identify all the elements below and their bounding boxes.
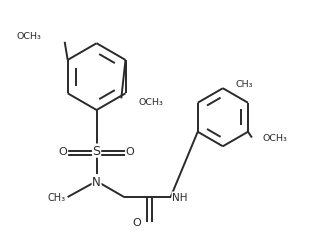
Text: OCH₃: OCH₃ xyxy=(139,98,163,106)
Text: O: O xyxy=(126,146,134,156)
Text: CH₃: CH₃ xyxy=(48,192,66,202)
Text: O: O xyxy=(59,146,68,156)
Text: O: O xyxy=(133,217,142,227)
Text: N: N xyxy=(92,175,101,188)
Text: CH₃: CH₃ xyxy=(236,80,253,89)
Text: OCH₃: OCH₃ xyxy=(262,134,287,142)
Text: NH: NH xyxy=(172,192,188,202)
Text: OCH₃: OCH₃ xyxy=(17,32,41,40)
Text: S: S xyxy=(93,144,100,158)
